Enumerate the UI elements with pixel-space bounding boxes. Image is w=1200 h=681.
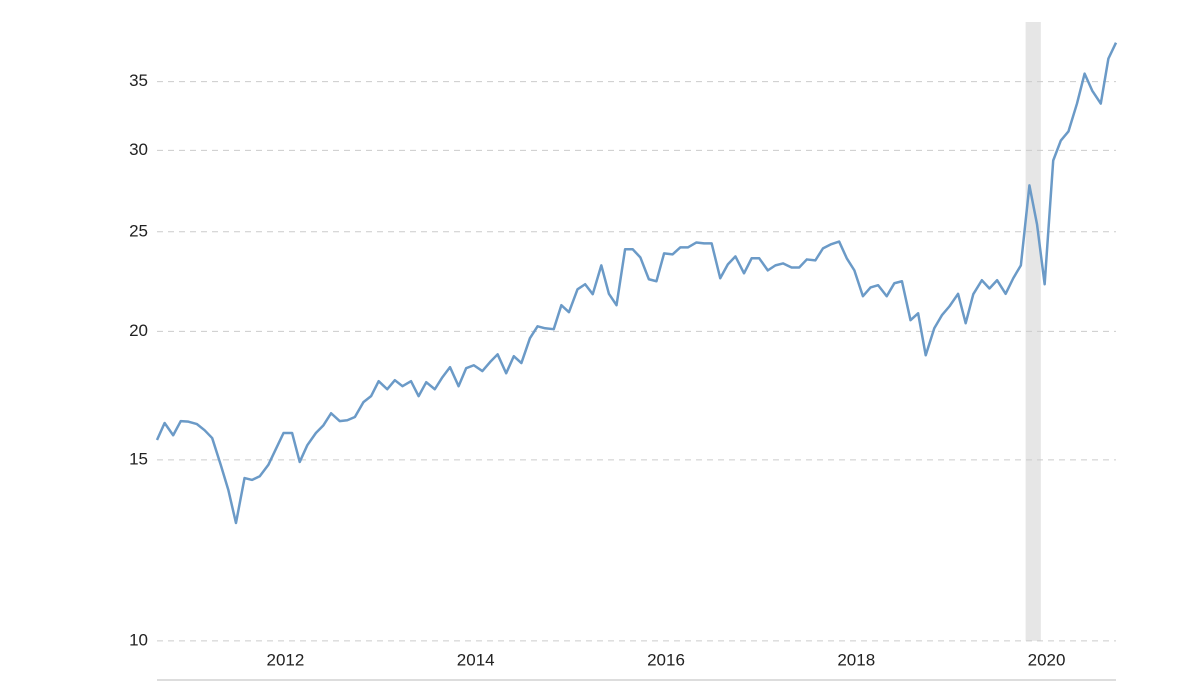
y-tick-label: 25 xyxy=(129,221,148,240)
y-tick-label: 20 xyxy=(129,321,148,340)
x-tick-label: 2020 xyxy=(1028,650,1066,669)
y-tick-label: 10 xyxy=(129,630,148,649)
y-tick-label: 15 xyxy=(129,449,148,468)
y-tick-label: 30 xyxy=(129,140,148,159)
shaded-band xyxy=(1025,22,1041,641)
x-tick-label: 2018 xyxy=(837,650,875,669)
x-tick-label: 2012 xyxy=(267,650,305,669)
y-tick-label: 35 xyxy=(129,71,148,90)
x-tick-label: 2016 xyxy=(647,650,685,669)
x-tick-label: 2014 xyxy=(457,650,495,669)
data-line xyxy=(155,42,1118,525)
